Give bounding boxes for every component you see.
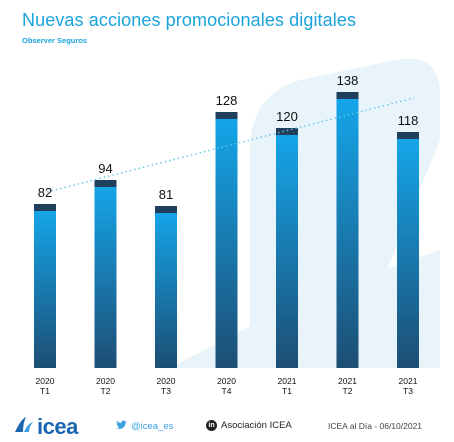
x-tick-label: T3: [161, 386, 171, 396]
data-label: 128: [216, 93, 238, 108]
chart-title: Nuevas acciones promocionales digitales: [22, 10, 357, 30]
bar-cap: [336, 92, 359, 99]
bar-cap: [397, 132, 419, 139]
icea-logo-icon: [14, 415, 34, 440]
trendline: [46, 97, 415, 193]
bar-cap: [34, 204, 56, 211]
data-label: 81: [159, 187, 173, 202]
chart-subtitle: Observer Seguros: [22, 36, 88, 45]
bar-cap: [155, 206, 177, 213]
x-tick-label: 2021: [338, 376, 357, 386]
bar-cap: [215, 112, 238, 119]
twitter-icon: [116, 420, 127, 433]
icea-logo-text: icea: [37, 414, 78, 439]
bar: [155, 206, 177, 368]
data-label: 94: [98, 161, 112, 176]
footer: icea @icea_es in Asociación ICEA ICEA al…: [0, 410, 454, 442]
x-tick-label: 2020: [96, 376, 115, 386]
twitter-handle: @icea_es: [131, 421, 174, 432]
icea-logo[interactable]: icea: [14, 414, 78, 440]
x-tick-label: 2020: [217, 376, 236, 386]
bar: [397, 132, 419, 368]
x-tick-label: T1: [282, 386, 292, 396]
linkedin-link[interactable]: in Asociación ICEA: [206, 420, 292, 431]
data-label: 82: [38, 185, 52, 200]
data-label: 118: [398, 113, 419, 128]
twitter-link[interactable]: @icea_es: [116, 420, 173, 433]
x-tick-label: T4: [222, 386, 232, 396]
bar: [276, 128, 298, 368]
source-date: ICEA al Día - 06/10/2021: [328, 421, 423, 431]
linkedin-icon: in: [206, 420, 217, 431]
x-tick-label: T2: [101, 386, 111, 396]
x-tick-label: 2021: [278, 376, 297, 386]
data-label: 120: [276, 109, 298, 124]
x-tick-label: T1: [40, 386, 50, 396]
x-tick-label: 2021: [399, 376, 418, 386]
bar-cap: [276, 128, 298, 135]
linkedin-name: Asociación ICEA: [221, 420, 292, 431]
bar: [215, 112, 238, 368]
bar: [94, 180, 117, 368]
data-label: 138: [337, 73, 359, 88]
bar: [34, 204, 56, 368]
x-tick-label: T2: [343, 386, 353, 396]
bar: [336, 92, 359, 368]
x-tick-label: T3: [403, 386, 413, 396]
x-tick-label: 2020: [157, 376, 176, 386]
bar-cap: [94, 180, 117, 187]
x-tick-label: 2020: [36, 376, 55, 386]
